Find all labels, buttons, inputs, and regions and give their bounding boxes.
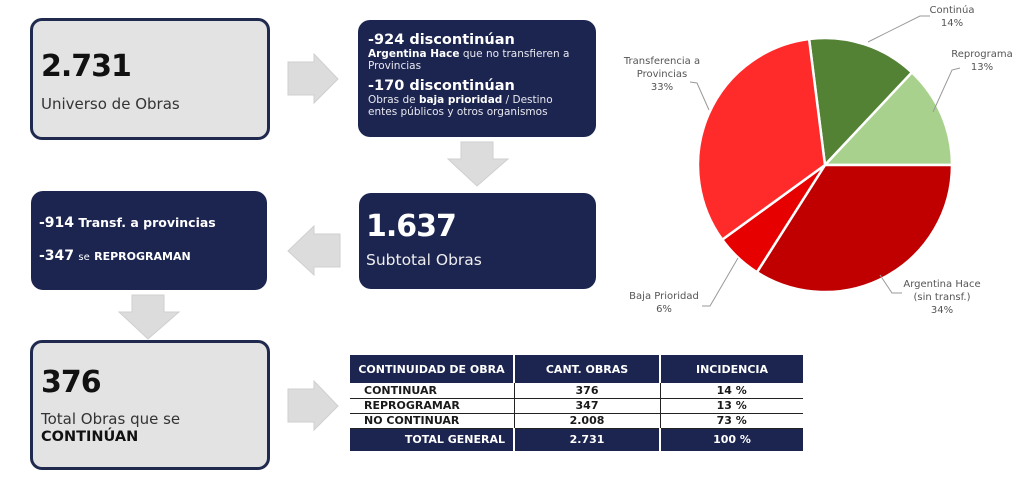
discontinued-text-1: Argentina Hace que no transfieren a Provi… [368, 48, 570, 72]
pie-label-argentina-2: (sin transf.) [914, 292, 971, 303]
pie-label-transferencia-1: Transferencia a [623, 56, 700, 67]
total-label: Total Obras que se [41, 410, 181, 428]
leader-line-baja [702, 257, 739, 307]
arrow-down-icon [118, 294, 180, 340]
leader-line-reprograma [932, 67, 961, 113]
pie-pct-transferencia: 33% [651, 82, 673, 93]
pie-pct-reprograma: 13% [971, 62, 993, 73]
arrow-right-icon [287, 53, 339, 105]
adjustments-box: -914 Transf. a provincias -347 se REPROG… [31, 191, 267, 290]
row-count: 2.008 [514, 413, 661, 429]
discontinued-heading-1: -924 discontinúan [368, 32, 515, 48]
continuity-table: CONTINUIDAD DE OBRA CANT. OBRAS INCIDENC… [350, 355, 803, 451]
pie-pct-baja: 6% [656, 304, 672, 315]
row-label: REPROGRAMAR [350, 398, 515, 414]
arrow-down-icon [447, 141, 509, 187]
row-count: 376 [514, 383, 661, 399]
header-continuidad: CONTINUIDAD DE OBRA [350, 355, 515, 383]
pie-label-baja: Baja Prioridad [629, 291, 699, 302]
pie-label-continua: Continúa [930, 4, 975, 16]
total-label: TOTAL GENERAL [350, 428, 515, 451]
pie-slice-1 [822, 70, 954, 167]
discontinued-text-2: Obras de baja prioridad / Destino entes p… [368, 94, 553, 118]
row-incidence: 14 % [660, 383, 803, 399]
total-value: 376 [41, 365, 102, 400]
subtotal-box: 1.637 Subtotal Obras [359, 193, 596, 289]
adjustment-reprogram: -347 se REPROGRAMAN [39, 248, 191, 264]
header-incidencia: INCIDENCIA [660, 355, 803, 383]
pie-label-transferencia-2: Provincias [637, 69, 688, 80]
discontinued-box: -924 discontinúan Argentina Hace que no … [358, 20, 596, 137]
arrow-left-icon [287, 225, 341, 277]
total-box: 376 Total Obras que se CONTINÚAN [30, 340, 270, 470]
arrow-right-icon [287, 380, 339, 432]
table-row: NO CONTINUAR 2.008 73 % [350, 413, 803, 429]
table-row: REPROGRAMAR 347 13 % [350, 398, 803, 414]
row-label: NO CONTINUAR [350, 413, 515, 429]
table-total-row: TOTAL GENERAL 2.731 100 % [350, 428, 803, 451]
total-incidence: 100 % [660, 428, 803, 451]
total-count: 2.731 [514, 428, 661, 451]
pie-pct-argentina: 34% [931, 305, 953, 316]
subtotal-value: 1.637 [366, 209, 457, 244]
subtotal-label: Subtotal Obras [366, 251, 482, 269]
discontinued-heading-2: -170 discontinúan [368, 78, 515, 94]
pie-slice-0 [807, 36, 914, 168]
leader-line-transferencia [689, 81, 710, 111]
header-cant-obras: CANT. OBRAS [514, 355, 661, 383]
row-incidence: 73 % [660, 413, 803, 429]
leader-line-continua [867, 15, 930, 43]
row-count: 347 [514, 398, 661, 414]
pie-label-reprograma: Reprograma [951, 49, 1012, 60]
pie-slice-4 [696, 37, 827, 242]
row-incidence: 13 % [660, 398, 803, 414]
row-label: CONTINUAR [350, 383, 515, 399]
table-row: CONTINUAR 376 14 % [350, 383, 803, 399]
pie-chart: Continúa 14% Reprograma 13% Argentina Ha… [623, 4, 1013, 316]
universe-box: 2.731 Universo de Obras [30, 18, 270, 140]
pie-pct-continua: 14% [941, 18, 963, 29]
pie-label-argentina-1: Argentina Hace [903, 279, 980, 290]
universe-label: Universo de Obras [41, 95, 180, 113]
leader-line-argentina [879, 274, 902, 294]
adjustment-transf: -914 Transf. a provincias [39, 215, 216, 231]
universe-value: 2.731 [41, 49, 132, 84]
total-label-bold: CONTINÚAN [41, 429, 139, 445]
table-header-row: CONTINUIDAD DE OBRA CANT. OBRAS INCIDENC… [350, 355, 803, 383]
